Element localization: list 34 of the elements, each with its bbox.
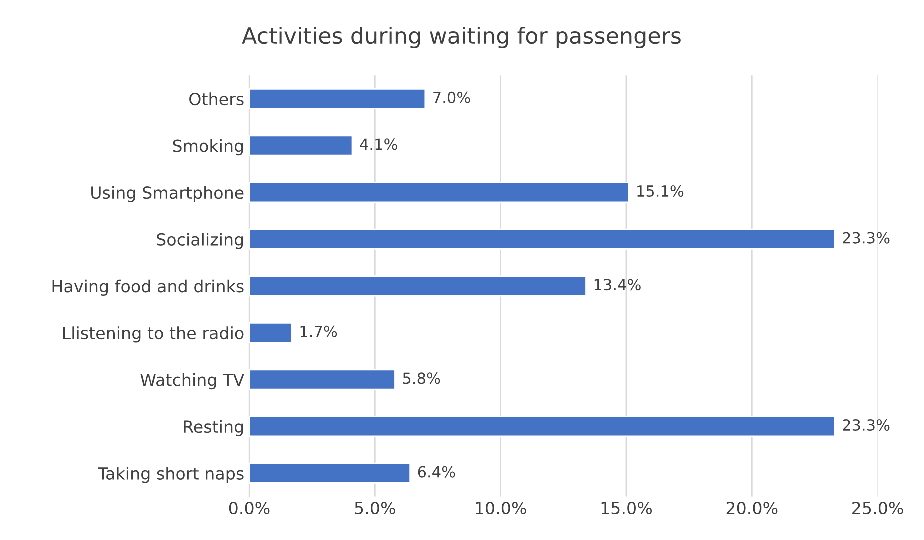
bar xyxy=(249,322,293,344)
y-tick-label: Others xyxy=(190,92,244,106)
x-tick-label: 25.0% xyxy=(852,502,904,515)
data-label: 13.4% xyxy=(594,279,641,291)
y-tick-label: Having food and drinks xyxy=(52,280,244,296)
x-tick-label: 10.0% xyxy=(476,502,526,515)
y-tick-label: Smoking xyxy=(173,139,244,156)
data-label: 7.0% xyxy=(434,92,470,104)
data-label: 15.1% xyxy=(638,185,684,198)
bar xyxy=(249,276,587,297)
y-tick-label: Resting xyxy=(184,420,244,436)
data-label: 1.7% xyxy=(300,326,338,338)
bar xyxy=(249,369,396,390)
data-label: 4.1% xyxy=(360,138,398,150)
chart-title: Activities during waiting for passengers xyxy=(242,27,681,49)
bar xyxy=(249,228,836,250)
bar xyxy=(249,416,836,438)
y-tick-label: Using Smartphone xyxy=(92,186,244,202)
data-label: 23.3% xyxy=(843,232,890,244)
x-tick-label: 5.0% xyxy=(355,502,396,515)
y-tick-label: Socializing xyxy=(157,233,244,250)
bar xyxy=(249,88,426,110)
bar xyxy=(249,182,630,204)
bar xyxy=(249,462,412,484)
y-tick-label: Taking short naps xyxy=(98,467,244,484)
bar xyxy=(249,135,354,156)
data-label: 5.8% xyxy=(403,372,440,384)
x-tick-label: 0.0% xyxy=(229,502,270,515)
data-label: 23.3% xyxy=(843,419,890,432)
y-tick-label: Llistening to the radio xyxy=(63,326,244,343)
x-tick-label: 20.0% xyxy=(726,502,778,515)
x-tick-label: 15.0% xyxy=(602,502,652,515)
y-tick-label: Watching TV xyxy=(140,373,244,390)
data-label: 6.4% xyxy=(418,466,456,478)
